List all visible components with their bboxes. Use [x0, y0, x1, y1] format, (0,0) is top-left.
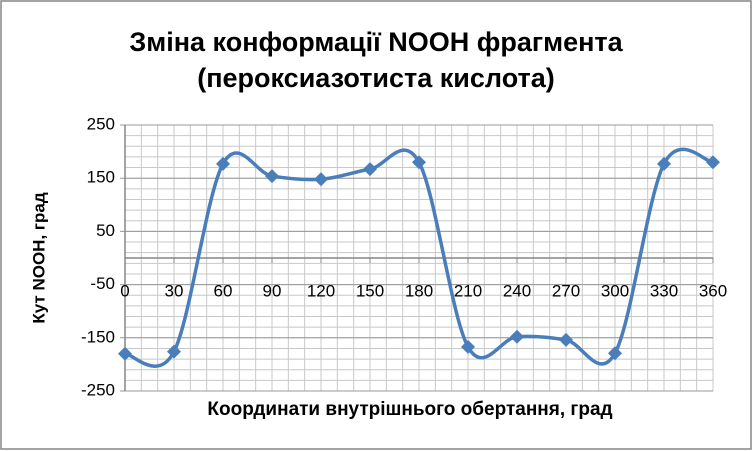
x-tick-label: 150	[356, 281, 384, 300]
data-point	[559, 332, 573, 347]
x-tick-label: 60	[214, 281, 233, 300]
x-tick-label: 210	[454, 281, 482, 300]
data-point	[510, 329, 524, 344]
x-tick-label: 120	[307, 281, 335, 300]
x-tick-label: 360	[699, 281, 727, 300]
data-point	[657, 156, 671, 171]
x-tick-label: 90	[263, 281, 282, 300]
y-tick-label: -50	[90, 274, 115, 293]
series-line	[124, 147, 714, 368]
data-point	[363, 162, 377, 177]
x-tick-label: 0	[120, 281, 129, 300]
chart-title: Зміна конформації NOOH фрагмента	[129, 27, 623, 57]
x-axis-label: Координати внутрішнього обертання, град	[207, 399, 612, 420]
data-point	[412, 155, 426, 170]
x-tick-label: 330	[650, 281, 678, 300]
x-tick-label: 240	[503, 281, 531, 300]
y-axis-label: Кут NOOH, град	[29, 192, 48, 323]
data-point	[706, 155, 720, 170]
data-point	[118, 346, 132, 361]
data-point	[314, 172, 328, 187]
x-tick-label: 180	[405, 281, 433, 300]
y-tick-label: -250	[81, 380, 115, 399]
x-tick-label: 270	[552, 281, 580, 300]
chart-title: (пероксиазотиста кислота)	[197, 63, 555, 93]
y-tick-label: 250	[87, 114, 115, 133]
x-tick-label: 300	[601, 281, 629, 300]
y-tick-label: 50	[96, 221, 115, 240]
y-tick-label: -150	[81, 327, 115, 346]
x-tick-label: 30	[165, 281, 184, 300]
data-point	[265, 169, 279, 184]
data-point	[167, 344, 181, 359]
y-tick-label: 150	[87, 168, 115, 187]
data-point	[461, 339, 475, 354]
data-point	[216, 156, 230, 171]
data-point	[608, 346, 622, 361]
